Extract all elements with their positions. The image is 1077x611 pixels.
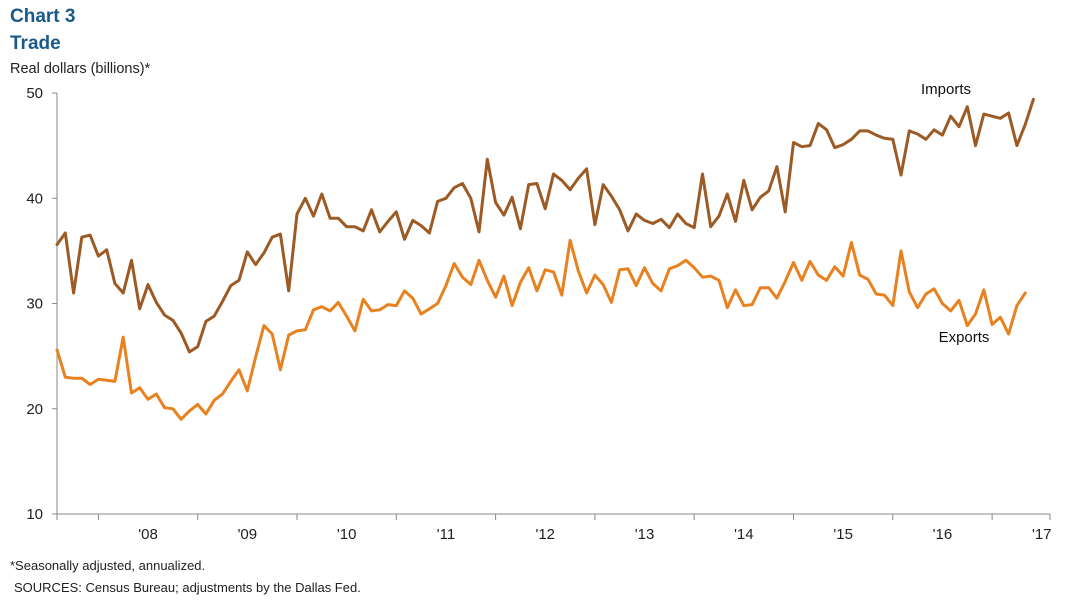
y-tick-label: 30 (26, 296, 43, 313)
series-label-exports: Exports (939, 329, 990, 346)
series-lines (55, 97, 1035, 421)
series-line-imports (55, 97, 1035, 354)
sources-note: SOURCES: Census Bureau; adjustments by t… (14, 580, 361, 595)
footnote: *Seasonally adjusted, annualized. (10, 558, 206, 573)
x-tick-label: '17 (1032, 526, 1052, 543)
y-tick-label: 20 (26, 401, 43, 418)
x-tick-label: '10 (337, 526, 357, 543)
x-tick-label: '14 (734, 526, 754, 543)
series-labels: Imports Exports (921, 81, 989, 346)
x-tick-label: '13 (635, 526, 655, 543)
chart-title: Trade (10, 33, 61, 54)
x-tick-label: '12 (535, 526, 555, 543)
series-line-exports (55, 238, 1027, 421)
axes (52, 92, 1051, 520)
x-tick-label: '09 (238, 526, 258, 543)
series-label-imports: Imports (921, 81, 971, 98)
tick-labels: 10 20 30 40 50 '08 '09 '10 '11 '12 '13 '14 '15 '16 '17 (26, 85, 1051, 543)
y-axis-label: Real dollars (billions)* (10, 61, 151, 77)
x-tick-label: '15 (833, 526, 853, 543)
x-tick-label: '08 (138, 526, 158, 543)
y-tick-label: 10 (26, 506, 43, 523)
chart-number: Chart 3 (10, 6, 76, 27)
x-tick-label: '11 (437, 526, 455, 543)
y-tick-label: 50 (26, 85, 43, 102)
x-tick-label: '16 (933, 526, 953, 543)
y-tick-label: 40 (26, 190, 43, 207)
